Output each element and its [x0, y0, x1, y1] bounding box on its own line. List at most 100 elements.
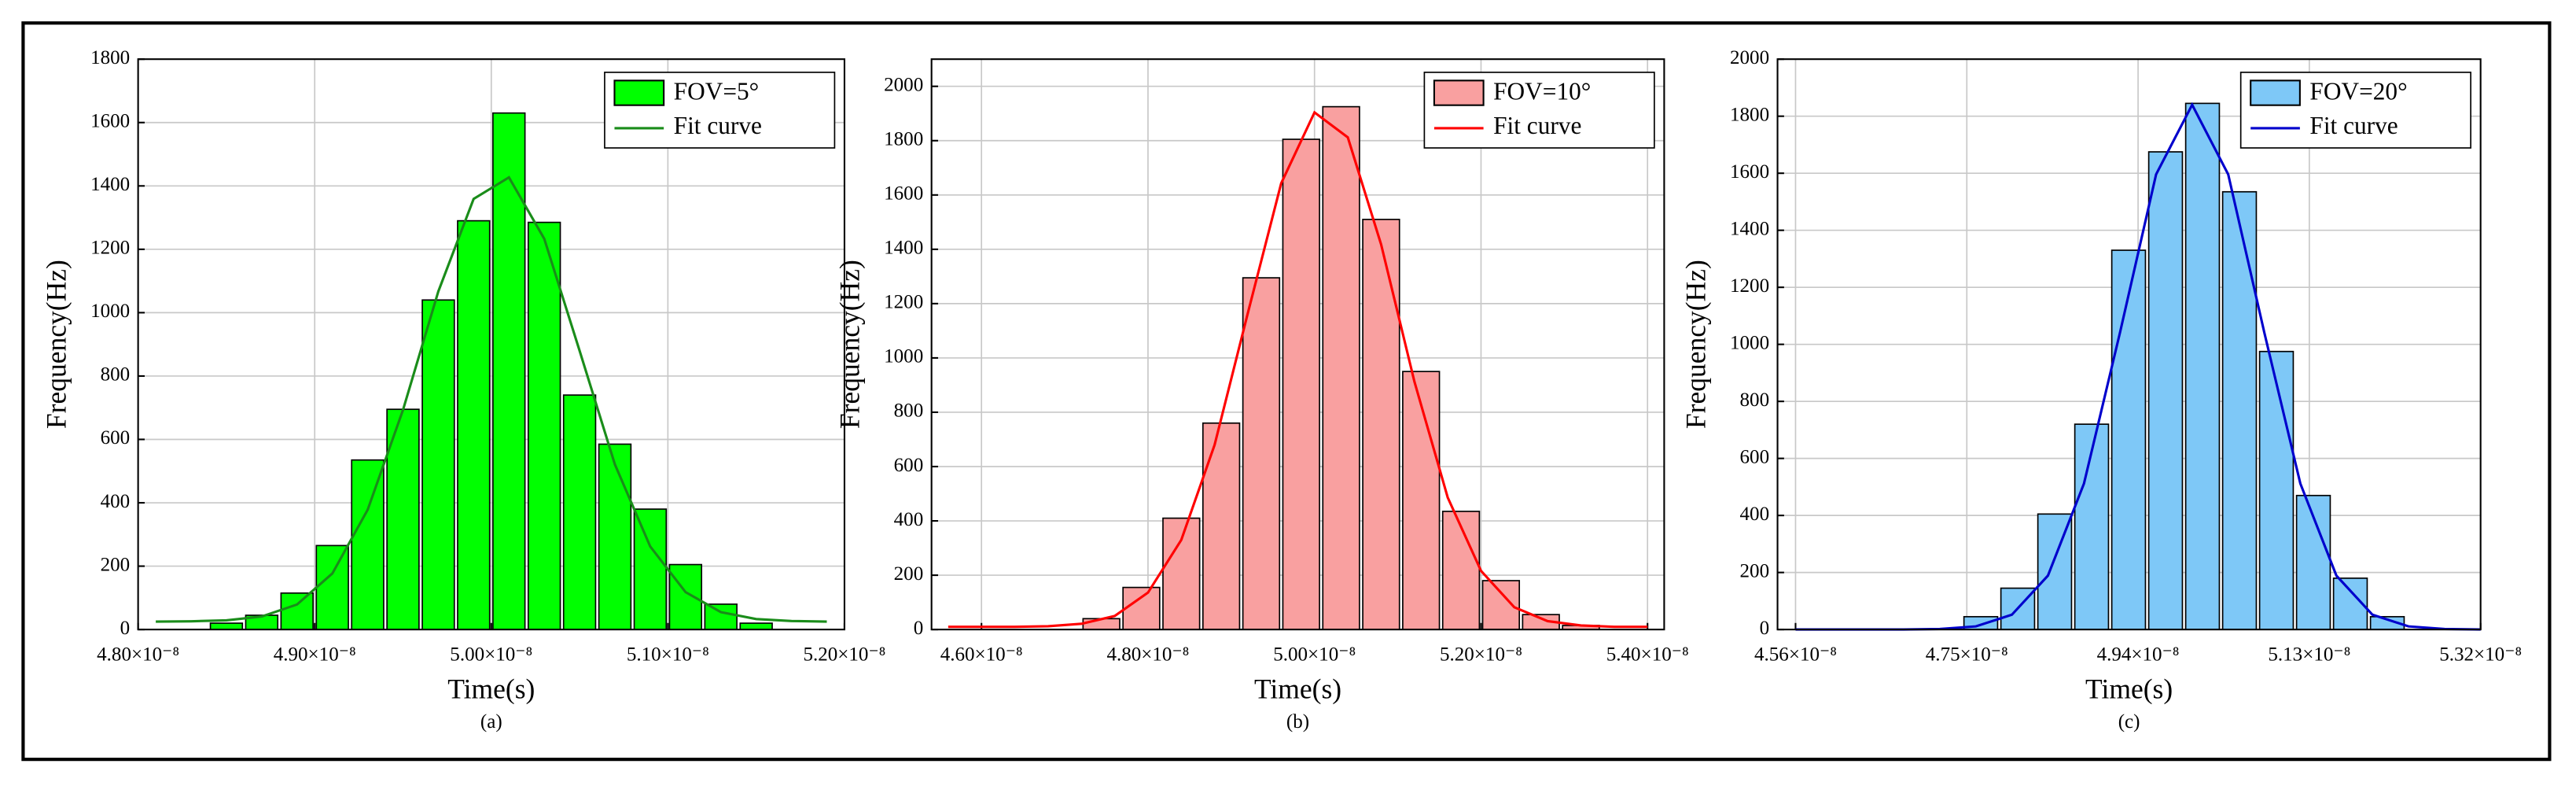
caption: (c): [2118, 711, 2140, 732]
x-tick-label: 5.00×10⁻⁸: [1273, 644, 1356, 665]
x-tick-label: 5.32×10⁻⁸: [2439, 644, 2522, 665]
histogram-bar: [2258, 350, 2294, 630]
x-tick-label: 5.00×10⁻⁸: [450, 644, 532, 665]
chart-panel: 0 200 400 600 800 1000 1200 1400 1600 1800 4.80×10…: [41, 47, 886, 732]
histogram-bar: [315, 544, 349, 630]
histogram-bar: [2110, 249, 2147, 630]
legend-swatch: [2250, 79, 2301, 106]
y-axis-label: Frequency(Hz): [41, 260, 72, 429]
legend-label: Fit curve: [1493, 112, 1581, 139]
y-axis-label: Frequency(Hz): [834, 260, 866, 429]
y-tick-label: 400: [101, 491, 131, 512]
histogram-bar: [492, 112, 526, 630]
y-tick-label: 1600: [90, 111, 130, 132]
y-tick-label: 1200: [90, 238, 130, 259]
histogram-bar: [280, 592, 314, 630]
y-tick-label: 2000: [1730, 47, 1769, 68]
x-tick-label: 5.20×10⁻⁸: [803, 644, 885, 665]
y-tick-label: 200: [894, 563, 924, 585]
legend-label: Fit curve: [674, 112, 762, 139]
legend-swatch: [613, 79, 665, 106]
histogram-bar: [1402, 371, 1441, 630]
y-tick-label: 1000: [90, 301, 130, 322]
x-axis-label: Time(s): [1254, 673, 1341, 705]
y-tick-label: 1200: [884, 292, 923, 313]
y-tick-label: 0: [914, 618, 924, 639]
plot-frame: [1776, 58, 2482, 631]
histogram-bar: [562, 394, 597, 630]
x-tick-label: 4.94×10⁻⁸: [2097, 644, 2180, 665]
x-tick-label: 5.20×10⁻⁸: [1440, 644, 1522, 665]
legend-swatch: [1433, 79, 1485, 106]
y-tick-label: 1800: [90, 47, 130, 68]
y-tick-label: 1000: [884, 346, 923, 367]
histogram-bar: [421, 299, 455, 630]
plot-frame: [930, 58, 1665, 631]
x-tick-label: 4.90×10⁻⁸: [274, 644, 356, 665]
histogram-bar: [739, 622, 773, 630]
y-tick-label: 1000: [1730, 332, 1769, 353]
histogram-bar: [598, 443, 632, 630]
fit-curve: [156, 175, 827, 623]
histogram-bar: [2221, 190, 2258, 630]
histogram-bar: [2184, 102, 2221, 630]
x-axis-label: Time(s): [2085, 673, 2173, 705]
y-axis-label: Frequency(Hz): [1680, 260, 1711, 429]
fit-curve: [948, 110, 1648, 629]
y-tick-label: 800: [1740, 389, 1770, 411]
plot-frame: [137, 58, 845, 631]
legend-label: Fit curve: [2309, 112, 2398, 139]
histogram-bar: [386, 408, 420, 630]
y-tick-label: 1800: [1730, 104, 1769, 125]
figure-frame: [21, 21, 2552, 762]
histogram-bar: [527, 221, 561, 630]
y-tick-label: 800: [894, 400, 924, 422]
y-tick-label: 1600: [884, 183, 923, 205]
y-tick-label: 200: [101, 554, 131, 575]
histogram-bar: [2147, 151, 2184, 630]
histogram-bar: [351, 459, 385, 630]
histogram-bar: [1322, 105, 1360, 630]
x-tick-label: 4.60×10⁻⁸: [940, 644, 1023, 665]
y-tick-label: 1200: [1730, 275, 1769, 297]
histogram-bar: [704, 603, 738, 630]
legend-label: FOV=10°: [1493, 77, 1591, 105]
y-tick-label: 1400: [884, 238, 923, 259]
histogram-bar: [2037, 513, 2073, 630]
caption: (a): [480, 711, 502, 732]
histogram-bar: [633, 508, 668, 630]
histogram-bar: [1441, 511, 1481, 630]
y-tick-label: 1400: [90, 174, 130, 195]
histogram-bar: [1202, 422, 1241, 630]
y-tick-label: 400: [894, 509, 924, 530]
y-tick-label: 400: [1740, 504, 1770, 525]
chart-panel: 0 200 400 600 800 1000 1200 1400 1600 1800 2000 4.5…: [1680, 47, 2522, 732]
y-tick-label: 1800: [884, 129, 923, 150]
legend-label: FOV=5°: [674, 77, 760, 105]
histogram-bar: [1242, 277, 1281, 630]
x-tick-label: 5.13×10⁻⁸: [2268, 644, 2350, 665]
y-tick-label: 2000: [884, 74, 923, 95]
histogram-bar: [668, 563, 703, 630]
y-tick-label: 200: [1740, 560, 1770, 581]
histogram-bar: [457, 220, 491, 630]
histogram-bar: [1282, 138, 1320, 630]
y-tick-label: 0: [1760, 618, 1770, 639]
y-tick-label: 600: [1740, 446, 1770, 467]
histogram-bar: [209, 622, 244, 630]
chart-panel: 0 200 400 600 800 1000 1200 1400 1600 1800 2000 4.6…: [834, 58, 1689, 732]
histogram-bar: [1122, 586, 1161, 630]
y-tick-label: 600: [101, 427, 131, 448]
caption: (b): [1286, 711, 1309, 732]
y-tick-label: 800: [101, 364, 131, 386]
x-tick-label: 5.40×10⁻⁸: [1606, 644, 1689, 665]
legend-label: FOV=20°: [2309, 77, 2407, 105]
x-axis-label: Time(s): [447, 673, 535, 705]
x-tick-label: 4.80×10⁻⁸: [97, 644, 179, 665]
y-tick-label: 1400: [1730, 218, 1769, 239]
x-tick-label: 4.75×10⁻⁸: [1926, 644, 2008, 665]
histogram-bar: [1162, 517, 1201, 630]
y-tick-label: 0: [120, 618, 131, 639]
